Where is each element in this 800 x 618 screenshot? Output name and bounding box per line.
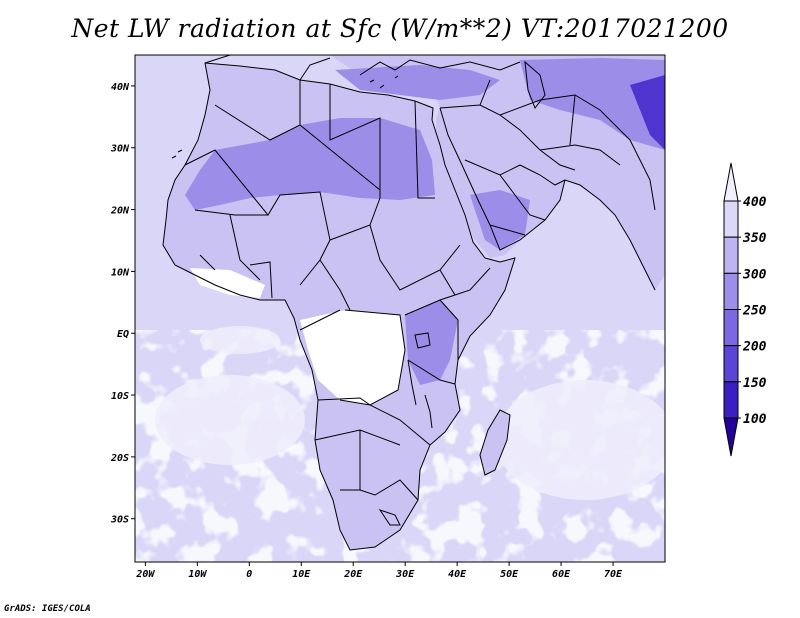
middle-east-borders <box>439 79 656 211</box>
colorbar: 100 150 200 250 300 350 400 <box>723 162 767 457</box>
lon-tick-label: 0 <box>246 569 252 580</box>
madagascar-landmass <box>480 410 510 475</box>
latitude-axis: 40N 30N 20N 10N EQ 10S 20S 30S <box>110 82 135 526</box>
africa-coastline <box>162 62 516 551</box>
lake-victoria <box>414 332 431 349</box>
east-africa-cold-region <box>405 300 458 385</box>
aegean-islands <box>369 75 399 89</box>
lat-tick-label: 30N <box>110 144 130 155</box>
longitude-axis: 20W 10W 0 10E 20E 30E 40E 50E 60E 70E <box>135 562 623 580</box>
lon-tick-label: 20E <box>343 569 363 580</box>
europe-coast <box>204 55 521 81</box>
lat-tick-label: 30S <box>110 515 129 526</box>
colorbar-swatch <box>723 381 739 419</box>
madagascar-coastline <box>479 409 511 476</box>
sahara-cold-region <box>185 118 435 210</box>
west-africa-warm-region <box>190 268 265 298</box>
lon-tick-label: 60E <box>552 569 571 580</box>
caspian-coast <box>524 60 546 110</box>
southern-africa-borders <box>314 397 431 526</box>
lon-tick-label: 30E <box>395 569 415 580</box>
colorbar-label: 200 <box>742 340 767 355</box>
map-title: Net LW radiation at Sfc (W/m**2) VT:2017… <box>71 14 729 43</box>
land-field <box>163 55 665 550</box>
grads-credit: GrADS: IGES/COLA <box>4 604 91 614</box>
colorbar-bottom-triangle <box>723 417 739 457</box>
lon-tick-label: 70E <box>604 569 623 580</box>
asia-cold-region <box>520 58 665 150</box>
country-boundaries <box>162 55 656 551</box>
colorbar-label: 350 <box>742 231 767 246</box>
lon-tick-label: 40E <box>448 569 467 580</box>
map-plot-area <box>135 55 665 562</box>
colorbar-top-triangle <box>723 162 739 202</box>
ocean-bright-gulf-guinea <box>200 326 280 354</box>
west-africa-borders <box>184 149 331 299</box>
colorbar-swatch <box>723 309 739 347</box>
southern-africa-mid-region <box>320 430 415 545</box>
colorbar-label: 300 <box>742 267 767 282</box>
plot-frame <box>134 54 666 563</box>
lat-tick-label: 20S <box>110 453 129 464</box>
lon-tick-label: 10W <box>188 569 207 580</box>
colorbar-label: 100 <box>743 412 767 427</box>
red-sea-coast <box>439 107 656 291</box>
ocean-bright-south-atlantic <box>155 375 305 465</box>
colorbar-label: 250 <box>742 304 767 319</box>
persian-gulf-coast <box>519 149 576 186</box>
lon-tick-label: 20W <box>135 569 155 580</box>
ocean-bright-indian-ocean <box>495 380 665 500</box>
lon-tick-label: 50E <box>500 569 519 580</box>
lake-tanganyika <box>407 359 417 406</box>
north-africa-borders <box>214 80 435 199</box>
canary-islands <box>171 149 183 159</box>
colorbar-swatch <box>723 200 739 238</box>
colorbar-swatch <box>723 272 739 311</box>
lat-tick-label: EQ <box>117 329 129 340</box>
east-africa-borders <box>404 267 491 385</box>
colorbar-label: 400 <box>743 195 767 210</box>
lat-tick-label: 10S <box>111 391 129 402</box>
mediterranean-cold-region <box>335 65 500 100</box>
colorbar-label: 150 <box>743 376 767 391</box>
arabia-cold-region <box>470 190 530 250</box>
lat-tick-label: 20N <box>110 206 130 217</box>
arabia-borders <box>464 159 546 236</box>
colorbar-swatch <box>723 345 739 383</box>
lon-tick-label: 10E <box>292 569 311 580</box>
colorbar-swatch <box>723 236 739 274</box>
lat-tick-label: 40N <box>111 82 130 93</box>
himalaya-dark-region <box>630 75 665 150</box>
lat-tick-label: 10N <box>111 267 130 278</box>
central-africa-borders <box>299 197 461 406</box>
lake-malawi <box>424 394 433 429</box>
congo-warm-region <box>300 310 405 405</box>
sahel-mid-region <box>172 200 460 290</box>
